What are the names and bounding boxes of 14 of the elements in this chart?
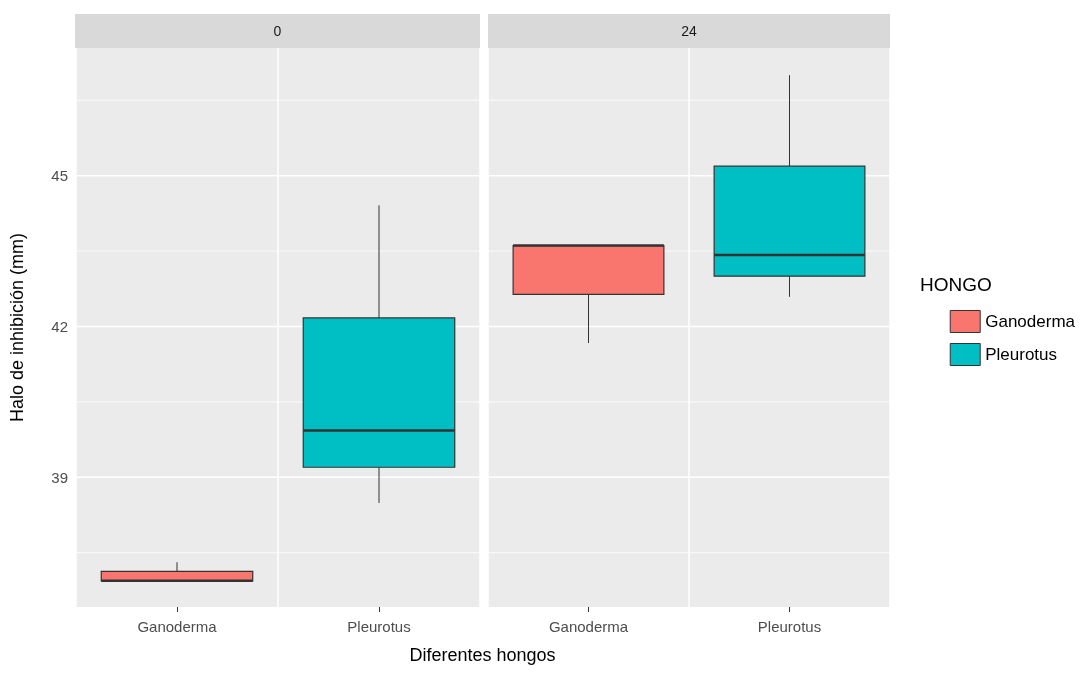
legend-label: Pleurotus [985,345,1058,364]
x-axis-title: Diferentes hongos [408,645,557,666]
y-tick-label: 45 [51,167,68,185]
y-tick-label: 39 [51,468,68,486]
chart-title: 24 [681,23,697,39]
legend-title: HONGO [920,274,992,295]
y-tick-label: 42 [51,317,68,335]
x-tick-label: Pleurotus [347,618,411,635]
x-tick-label: Ganoderma [137,618,218,635]
x-tick-label: Ganoderma [548,618,629,635]
chart-title: 0 [273,23,282,39]
x-tick-label: Pleurotus [757,618,822,635]
y-axis-title: Halo de inhibición (mm) [7,232,27,423]
legend-label: Ganoderma [985,312,1076,331]
